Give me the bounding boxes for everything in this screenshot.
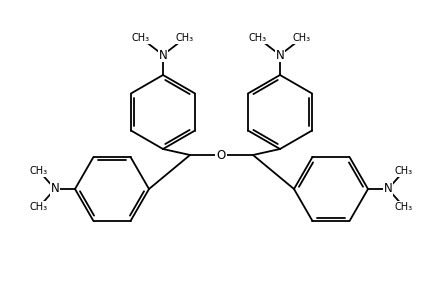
Text: N: N [276, 49, 284, 61]
Text: CH₃: CH₃ [132, 33, 150, 43]
Text: N: N [51, 182, 59, 196]
Text: CH₃: CH₃ [30, 166, 48, 176]
Text: CH₃: CH₃ [293, 33, 311, 43]
Text: N: N [384, 182, 392, 196]
Text: O: O [216, 149, 225, 161]
Text: CH₃: CH₃ [395, 166, 413, 176]
Text: CH₃: CH₃ [30, 202, 48, 212]
Text: CH₃: CH₃ [249, 33, 267, 43]
Text: N: N [159, 49, 167, 61]
Text: CH₃: CH₃ [176, 33, 194, 43]
Text: CH₃: CH₃ [395, 202, 413, 212]
